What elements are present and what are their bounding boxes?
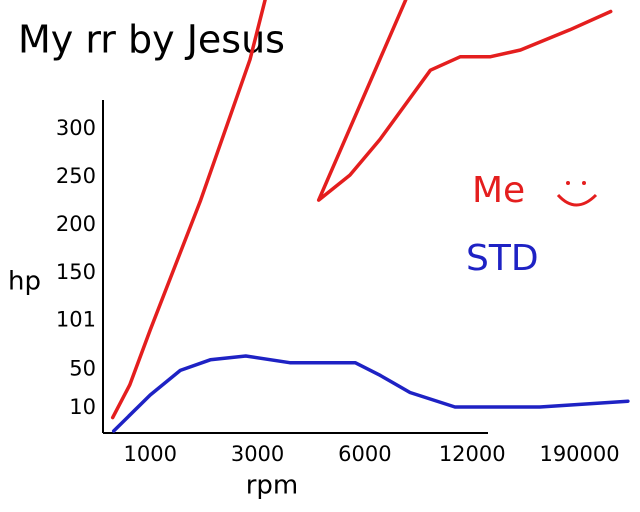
y-tick-label: 250 bbox=[56, 164, 96, 188]
legend-label: STD bbox=[466, 238, 539, 279]
y-tick-label: 10 bbox=[69, 395, 96, 419]
x-axis-label: rpm bbox=[246, 471, 299, 501]
x-tick-label: 1000 bbox=[123, 442, 176, 466]
y-tick-label: 150 bbox=[56, 260, 96, 284]
x-tick-label: 3000 bbox=[231, 442, 284, 466]
y-tick-label: 300 bbox=[56, 116, 96, 140]
smiley-eye bbox=[566, 181, 570, 185]
y-tick-label: 101 bbox=[56, 307, 96, 331]
series-line bbox=[110, 0, 613, 420]
series-line bbox=[111, 354, 630, 433]
smiley-eye bbox=[582, 181, 586, 185]
y-axis-label: hp bbox=[8, 267, 41, 297]
legend-label: Me bbox=[472, 170, 525, 211]
x-tick-label: 12000 bbox=[439, 442, 506, 466]
x-tick-label: 6000 bbox=[338, 442, 391, 466]
chart-title: My rr by Jesus bbox=[18, 18, 285, 62]
y-tick-label: 50 bbox=[69, 356, 96, 380]
x-tick-label: 190000 bbox=[539, 442, 619, 466]
smiley-mouth bbox=[556, 193, 598, 207]
y-tick-label: 200 bbox=[56, 212, 96, 236]
